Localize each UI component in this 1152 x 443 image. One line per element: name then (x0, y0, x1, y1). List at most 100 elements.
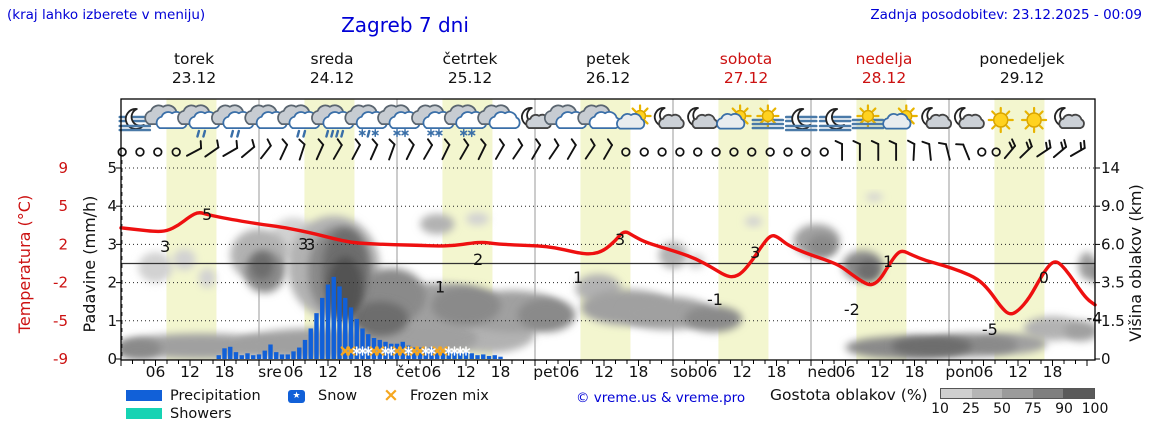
sun-fog-icon (751, 104, 785, 130)
svg-text:Višina oblakov (km): Višina oblakov (km) (1126, 184, 1145, 341)
sun-fog-icon (851, 104, 885, 130)
svg-text:18: 18 (1043, 363, 1063, 381)
snow-icon: ★ (288, 390, 305, 403)
svg-text:-2: -2 (53, 274, 68, 292)
moon-cloud-icon (653, 107, 685, 129)
svg-text:sre: sre (258, 363, 282, 381)
moon-cloud-icon (687, 107, 718, 129)
svg-text:5: 5 (107, 159, 117, 177)
density-tick: 75 (1024, 401, 1042, 417)
svg-text:1: 1 (573, 268, 583, 287)
svg-text:-2: -2 (844, 300, 860, 319)
temperature-curve (119, 211, 1097, 316)
plot-frame (116, 98, 1100, 366)
svg-text:1: 1 (435, 278, 445, 297)
svg-text:pon: pon (945, 363, 974, 381)
moon-fog-icon (818, 108, 852, 132)
precipitation-label: Precipitation (170, 388, 261, 404)
svg-text:12: 12 (1008, 363, 1028, 381)
svg-text:3: 3 (160, 237, 170, 256)
svg-text:0: 0 (1039, 268, 1049, 287)
svg-text:06: 06 (974, 363, 994, 381)
cloud-density-scale (940, 388, 1095, 399)
sun-cloud-icon (616, 104, 652, 130)
svg-text:2: 2 (473, 250, 483, 269)
svg-text:1.5: 1.5 (1101, 312, 1125, 330)
sun-cloud-icon (716, 104, 752, 130)
svg-text:06: 06 (836, 363, 856, 381)
svg-text:9.0: 9.0 (1101, 197, 1125, 215)
svg-text:Temperatura (°C): Temperatura (°C) (15, 195, 34, 334)
moon-fog-icon (784, 108, 818, 132)
showers-label: Showers (170, 406, 232, 422)
svg-text:3.5: 3.5 (1101, 274, 1125, 292)
svg-text:06: 06 (146, 363, 166, 381)
svg-text:18: 18 (215, 363, 235, 381)
showers-swatch (126, 408, 162, 419)
sun-cloud-icon (882, 104, 918, 130)
density-tick: 50 (993, 401, 1011, 417)
svg-text:9: 9 (58, 159, 68, 177)
precipitation-swatch (126, 390, 162, 401)
wind-barbs (117, 138, 1086, 161)
svg-text:06: 06 (560, 363, 580, 381)
moon-cloud-icon (954, 107, 985, 129)
svg-text:5: 5 (58, 197, 68, 215)
svg-text:12: 12 (180, 363, 200, 381)
density-tick: 10 (931, 401, 949, 417)
svg-text:4: 4 (107, 197, 117, 215)
svg-text:-1: -1 (707, 290, 723, 309)
cloud-density-label: Gostota oblakov (%) (770, 386, 928, 404)
svg-text:14: 14 (1101, 159, 1120, 177)
moon-cloud-icon (1054, 107, 1085, 129)
svg-text:6.0: 6.0 (1101, 235, 1125, 253)
svg-text:3: 3 (750, 243, 760, 262)
svg-text:1: 1 (883, 252, 893, 271)
svg-text:12: 12 (870, 363, 890, 381)
page-title: Zagreb 7 dni (341, 13, 469, 37)
svg-text:-5: -5 (982, 320, 998, 339)
frozen-mix-label: Frozen mix (410, 388, 489, 404)
svg-text:3: 3 (107, 235, 117, 253)
svg-text:3: 3 (298, 234, 308, 253)
svg-text:0: 0 (1101, 350, 1111, 368)
clouds-icon (477, 104, 521, 130)
density-tick: 25 (962, 401, 980, 417)
credit-link[interactable]: © vreme.us & vreme.pro (576, 390, 746, 406)
svg-text:18: 18 (905, 363, 925, 381)
svg-text:Padavine (mm/h): Padavine (mm/h) (80, 196, 99, 333)
svg-text:12: 12 (456, 363, 476, 381)
svg-text:3: 3 (305, 235, 315, 254)
svg-text:1: 1 (107, 312, 117, 330)
svg-text:06: 06 (698, 363, 718, 381)
precip-type-markers (340, 346, 471, 356)
frozen-mix-icon: × (383, 384, 399, 406)
svg-text:12: 12 (732, 363, 752, 381)
svg-text:sob: sob (670, 363, 697, 381)
day-header-ponedeljek: ponedeljek 29.12 (979, 50, 1065, 87)
svg-text:18: 18 (353, 363, 373, 381)
location-hint: (kraj lahko izberete v meniju) (7, 7, 206, 23)
sun-icon (1020, 106, 1048, 134)
svg-text:18: 18 (491, 363, 511, 381)
svg-text:pet: pet (533, 363, 558, 381)
svg-text:0: 0 (107, 350, 117, 368)
svg-text:5: 5 (202, 205, 212, 224)
moon-cloud-icon (921, 107, 953, 129)
day-header-sreda: sreda 24.12 (309, 50, 355, 87)
last-updated: Zadnja posodobitev: 23.12.2025 - 00:09 (870, 7, 1142, 23)
moon-fog-icon (118, 108, 152, 132)
day-header-četrtek: četrtek 25.12 (442, 50, 498, 87)
svg-text:12: 12 (318, 363, 338, 381)
svg-text:06: 06 (422, 363, 442, 381)
clouds-rain-heavy-icon (311, 104, 355, 138)
svg-text:3: 3 (615, 230, 625, 249)
svg-text:ned: ned (807, 363, 836, 381)
svg-text:2: 2 (107, 274, 117, 292)
svg-text:18: 18 (767, 363, 787, 381)
svg-text:18: 18 (629, 363, 649, 381)
svg-text:čet: čet (396, 363, 420, 381)
